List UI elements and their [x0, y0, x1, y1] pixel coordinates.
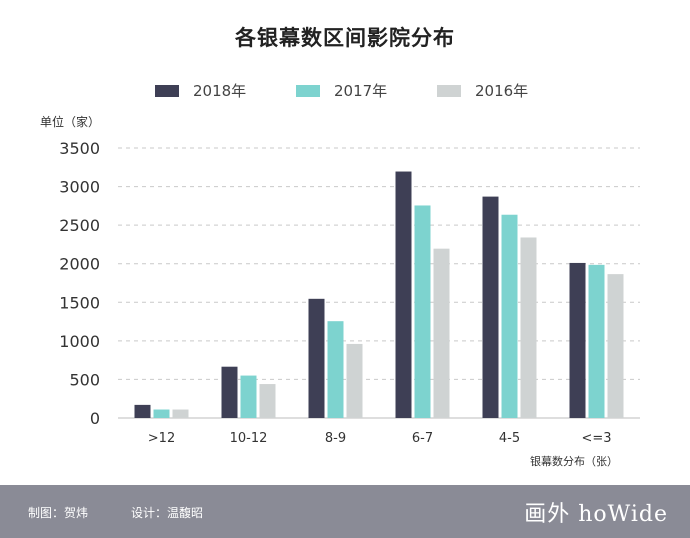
- bar-2017年-<=3: [588, 264, 605, 418]
- bar-2017年->12: [153, 409, 170, 418]
- design-credit: 设计：温馥昭: [131, 506, 204, 520]
- bar-2016年-4-5: [520, 237, 537, 418]
- brand-logo: 画外 hoWide: [524, 502, 668, 527]
- x-axis-label: 银幕数分布（张）: [530, 454, 618, 468]
- chart-credit: 制图：贺炜: [28, 506, 89, 520]
- legend-item-2017: 2017年: [296, 80, 387, 101]
- legend-item-2018: 2018年: [155, 80, 246, 101]
- bar-2017年-8-9: [327, 321, 344, 418]
- y-tick-label-500: 500: [69, 370, 100, 389]
- chart-title: 各银幕数区间影院分布: [235, 26, 455, 50]
- y-tick-label-0: 0: [90, 409, 100, 428]
- y-tick-label-3000: 3000: [59, 178, 100, 197]
- footer: 制图：贺炜 设计：温馥昭 画外 hoWide: [0, 485, 690, 538]
- legend-label-2016: 2016年: [475, 82, 529, 100]
- bar-2018年-10-12: [221, 366, 238, 418]
- x-tick-label-2: 8-9: [325, 431, 346, 446]
- x-tick-label-4: 4-5: [499, 431, 520, 446]
- bar-chart: 0 500 1000 1500 2000 2500 3000 3500 >12 10-12 8-9 6…: [59, 139, 640, 468]
- legend-swatch-2016: [437, 84, 461, 97]
- legend-swatch-2018: [155, 84, 179, 97]
- legend-label-2018: 2018年: [193, 82, 247, 100]
- bar-2017年-6-7: [414, 205, 431, 418]
- y-axis-unit-label: 单位（家）: [40, 115, 101, 129]
- bar-2018年-<=3: [569, 262, 586, 418]
- x-tick-label-3: 6-7: [412, 431, 433, 446]
- x-tick-label-1: 10-12: [230, 431, 268, 446]
- x-tick-label-5: <=3: [581, 431, 611, 446]
- y-tick-label-3500: 3500: [59, 139, 100, 158]
- bar-2018年-6-7: [395, 171, 412, 418]
- bar-2016年-<=3: [607, 274, 624, 418]
- bar-2016年-10-12: [259, 384, 276, 418]
- legend-label-2017: 2017年: [334, 82, 388, 100]
- bar-2018年-8-9: [308, 298, 325, 418]
- legend: 2018年 2017年 2016年: [0, 80, 690, 104]
- bar-2017年-4-5: [501, 214, 518, 418]
- y-tick-label-1000: 1000: [59, 332, 100, 351]
- bar-2016年-6-7: [433, 248, 450, 418]
- bar-2016年->12: [172, 409, 189, 418]
- legend-swatch-2017: [296, 84, 320, 97]
- x-tick-label-0: >12: [148, 431, 175, 446]
- bar-2016年-8-9: [346, 343, 363, 418]
- legend-item-2016: 2016年: [437, 80, 528, 101]
- bar-2018年->12: [134, 404, 151, 418]
- bar-2018年-4-5: [482, 196, 499, 418]
- bar-2017年-10-12: [240, 375, 257, 418]
- y-tick-label-1500: 1500: [59, 293, 100, 312]
- y-tick-label-2500: 2500: [59, 216, 100, 235]
- y-tick-label-2000: 2000: [59, 255, 100, 274]
